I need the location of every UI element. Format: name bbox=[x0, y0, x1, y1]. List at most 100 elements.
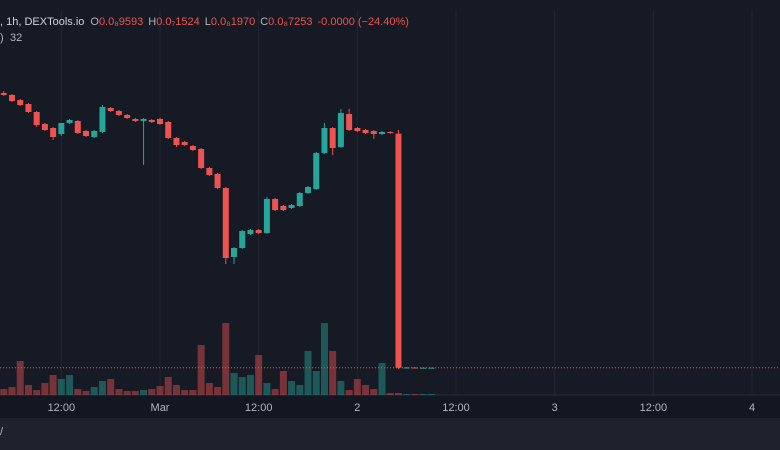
volume-bar bbox=[181, 390, 189, 395]
candle-body bbox=[370, 131, 377, 134]
volume-bar bbox=[98, 381, 106, 395]
candle-body bbox=[354, 128, 361, 131]
candle-body bbox=[33, 112, 40, 125]
candle-body bbox=[428, 367, 435, 369]
volume-bar bbox=[362, 385, 370, 395]
volume-bar bbox=[131, 391, 139, 395]
candle-body bbox=[9, 95, 16, 101]
volume-bar bbox=[0, 389, 8, 395]
volume-bar bbox=[411, 394, 419, 395]
candle-body bbox=[50, 128, 57, 137]
candle-body bbox=[66, 120, 73, 123]
volume-bar bbox=[419, 394, 427, 395]
candle-body bbox=[132, 119, 139, 121]
candle-body bbox=[58, 123, 65, 134]
volume-bar bbox=[205, 383, 213, 395]
candle-body bbox=[329, 128, 336, 148]
volume-bar bbox=[172, 385, 180, 395]
volume-bar bbox=[238, 377, 246, 395]
candle-body bbox=[17, 100, 24, 105]
header-line: , 1h, DEXTools.io O0.0₈9593 H0.0₇1524 L0.0₈… bbox=[0, 16, 409, 28]
volume-bar bbox=[214, 387, 222, 395]
candle-body bbox=[165, 122, 172, 138]
candle-body bbox=[247, 230, 254, 234]
candle-body bbox=[25, 104, 32, 112]
candle-body bbox=[231, 248, 238, 257]
candle-body bbox=[173, 138, 180, 145]
candle-body bbox=[0, 93, 7, 95]
volume-bar bbox=[90, 387, 98, 395]
volume-bar bbox=[8, 387, 16, 395]
candle-body bbox=[181, 142, 188, 145]
candle-body bbox=[124, 115, 131, 118]
footer-text: / bbox=[0, 426, 4, 438]
candle-body bbox=[321, 128, 328, 153]
volume-bar bbox=[164, 377, 172, 395]
volume-bar bbox=[74, 389, 82, 395]
volume-bar bbox=[279, 371, 287, 395]
candle-body bbox=[107, 108, 114, 111]
ohlc-value: 0.0₈1970 bbox=[211, 16, 255, 28]
volume-bar bbox=[49, 375, 57, 395]
x-tick-label: 12:00 bbox=[640, 402, 668, 414]
ohlc-label: H bbox=[148, 16, 156, 28]
candle-body bbox=[403, 367, 410, 369]
ohlc-value: 0.0₈7253 bbox=[268, 16, 312, 28]
volume-bar bbox=[288, 381, 296, 395]
x-tick-label: 2 bbox=[354, 402, 360, 414]
candle-body bbox=[74, 121, 81, 133]
volume-bar bbox=[107, 379, 115, 395]
volume-bar bbox=[197, 345, 205, 395]
volume-bar bbox=[263, 383, 271, 395]
candle-body bbox=[140, 119, 147, 121]
volume-bar bbox=[353, 379, 361, 395]
candle-body bbox=[280, 206, 287, 210]
candle-body bbox=[239, 231, 246, 248]
candle-body bbox=[272, 199, 279, 210]
time-axis bbox=[0, 395, 780, 418]
volume-bar bbox=[345, 390, 353, 395]
volume-bar bbox=[230, 373, 238, 395]
ohlc-value: 0.0₈9593 bbox=[99, 16, 143, 28]
candle-body bbox=[198, 149, 205, 168]
volume-value: 32 bbox=[10, 32, 22, 44]
volume-bar bbox=[115, 389, 123, 395]
volume-bar bbox=[33, 390, 41, 395]
volume-bar bbox=[320, 323, 328, 395]
change: -0.0000 (−24.40%) bbox=[318, 16, 409, 28]
candle-body bbox=[222, 188, 229, 258]
x-tick-label: 4 bbox=[749, 402, 755, 414]
candle-body bbox=[83, 131, 90, 136]
candle-body bbox=[115, 111, 122, 115]
volume-bar bbox=[337, 381, 345, 395]
volume-bar bbox=[41, 383, 49, 395]
volume-bar bbox=[255, 355, 263, 395]
candle-body bbox=[305, 187, 312, 193]
volume-bar bbox=[296, 385, 304, 395]
volume-bar bbox=[378, 363, 386, 395]
candle-body bbox=[99, 107, 106, 132]
volume-bar bbox=[66, 375, 74, 395]
candle-body bbox=[41, 124, 48, 130]
candle-body bbox=[296, 193, 303, 206]
candle-body bbox=[91, 131, 98, 137]
header: , 1h, DEXTools.io O0.0₈9593 H0.0₇1524 L0.0₈… bbox=[0, 16, 409, 44]
volume-bar bbox=[246, 375, 254, 395]
candle-body bbox=[263, 199, 270, 233]
x-tick-label: 12:00 bbox=[442, 402, 470, 414]
candles bbox=[0, 91, 780, 369]
candle-body bbox=[379, 132, 386, 134]
ohlc-label: L bbox=[205, 16, 211, 28]
ohlc-value: 0.0₇1524 bbox=[156, 16, 200, 28]
candle-body bbox=[206, 168, 213, 175]
volume-bar bbox=[394, 393, 402, 395]
volume-bar bbox=[140, 390, 148, 395]
volume-bar bbox=[386, 393, 394, 395]
volume bbox=[0, 323, 435, 395]
footer-bar bbox=[0, 418, 780, 450]
volume-bar bbox=[16, 361, 24, 395]
volume-bar bbox=[123, 391, 131, 395]
candle-body bbox=[189, 146, 196, 150]
